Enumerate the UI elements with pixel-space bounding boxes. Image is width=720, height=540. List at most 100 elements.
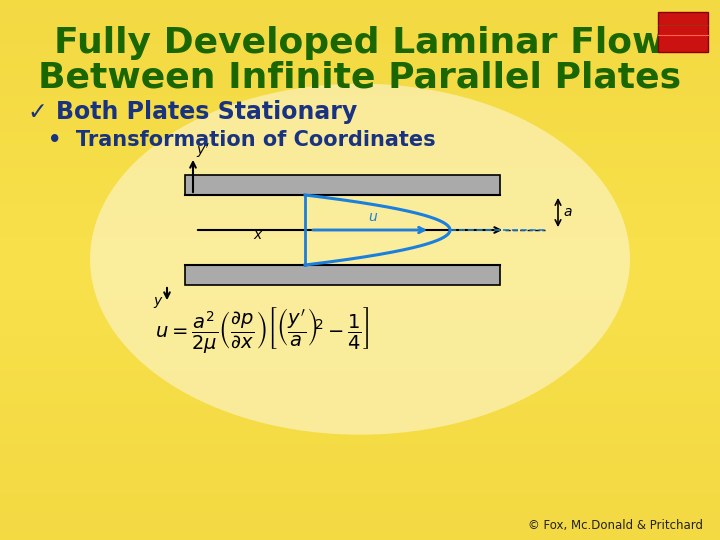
Bar [0,100,720,103]
Bar [0,8,720,11]
Bar [0,54,720,57]
Bar [0,197,720,200]
Bar [0,397,720,400]
Bar [0,113,720,116]
Bar [0,219,720,221]
Bar [0,86,720,89]
Bar [0,437,720,440]
Bar [0,470,720,472]
Bar [0,294,720,297]
Text: $y$: $y$ [153,295,163,310]
Bar [0,494,720,497]
Bar [0,327,720,329]
Bar [0,32,720,35]
Bar [0,284,720,286]
Bar [0,481,720,483]
Bar [0,200,720,202]
Bar [0,138,720,140]
Bar [0,81,720,84]
Bar [0,321,720,324]
Bar [0,51,720,54]
Bar [0,446,720,448]
Bar [0,489,720,491]
Bar [0,278,720,281]
Bar [0,24,720,27]
Bar [0,208,720,211]
Bar [0,526,720,529]
Bar [0,443,720,445]
Bar [0,73,720,76]
Bar [0,170,720,173]
Text: $y'$: $y'$ [196,142,210,160]
Bar [0,300,720,302]
Ellipse shape [90,84,630,435]
Bar [0,497,720,500]
Bar [0,286,720,289]
Bar [0,373,720,375]
Bar [0,346,720,348]
Bar [0,408,720,410]
Bar [0,413,720,416]
Bar [0,127,720,130]
Bar [0,486,720,489]
Bar [0,205,720,208]
Bar [0,329,720,332]
Bar [658,12,708,52]
Bar [0,381,720,383]
Bar [0,521,720,524]
Bar [0,49,720,51]
Bar [0,518,720,521]
Bar [0,351,720,354]
Bar [0,451,720,454]
Bar [0,281,720,284]
Bar [0,513,720,516]
Bar [0,167,720,170]
Bar [0,289,720,292]
Bar [0,305,720,308]
Bar [0,235,720,238]
Bar [0,176,720,178]
Bar [0,0,720,3]
Bar [0,356,720,359]
Bar [0,108,720,111]
Bar [0,211,720,213]
Bar [0,227,720,229]
Bar [0,483,720,486]
Bar [0,464,720,467]
Bar [0,46,720,49]
Bar [0,181,720,184]
Bar [0,516,720,518]
Bar [0,427,720,429]
Bar [0,162,720,165]
Bar [0,370,720,373]
Bar [0,173,720,176]
Bar [0,310,720,313]
Bar [0,440,720,443]
Bar [0,76,720,78]
Bar [0,122,720,124]
Bar [0,462,720,464]
Bar [0,254,720,256]
Bar [0,216,720,219]
Bar [0,238,720,240]
Bar [0,302,720,305]
Bar [0,92,720,94]
Bar [0,292,720,294]
Bar [0,389,720,392]
Bar [0,532,720,535]
Bar [0,456,720,459]
Bar [0,332,720,335]
Bar [0,105,720,108]
Bar [0,38,720,40]
Bar [0,70,720,73]
Bar [0,124,720,127]
Text: •  Transformation of Coordinates: • Transformation of Coordinates [48,130,436,150]
Bar [0,410,720,413]
Bar [0,40,720,43]
Bar [0,367,720,370]
Bar [0,338,720,340]
Bar [0,132,720,135]
Bar [0,386,720,389]
Bar [0,348,720,351]
Bar [0,392,720,394]
